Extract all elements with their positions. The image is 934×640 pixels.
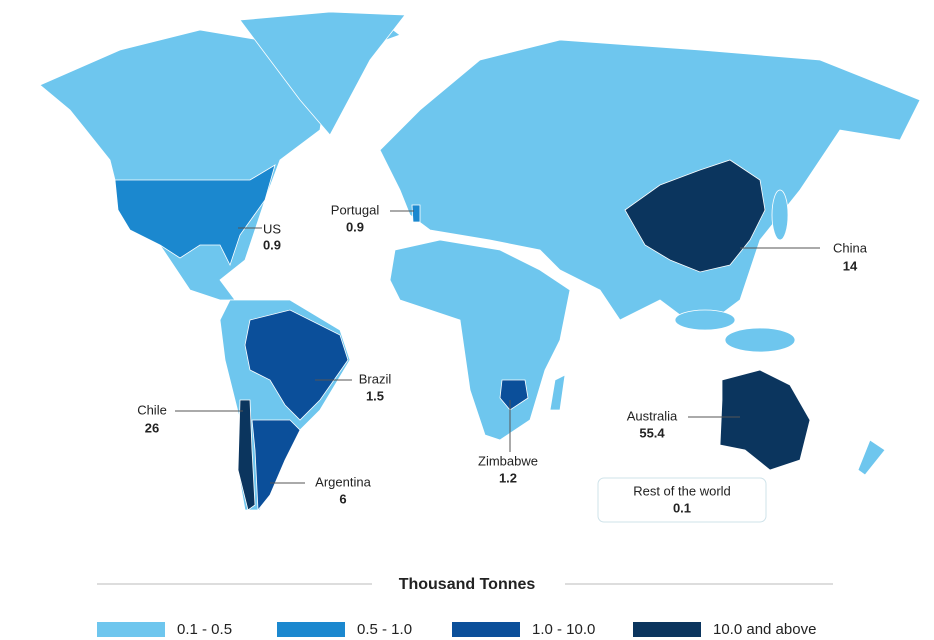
legend-label: 0.5 - 1.0 [357,621,412,638]
greenland [239,11,406,136]
country-name: Zimbabwe [478,453,538,468]
legend-swatch [97,622,165,637]
country-name: US [263,221,281,236]
island [724,327,796,353]
legend-swatch [633,622,701,637]
new-zealand [857,439,886,476]
country-australia [719,369,811,471]
country-chile [237,399,256,511]
country-value: 0.9 [346,219,364,234]
country-value: 26 [145,420,159,435]
country-name: China [833,240,868,255]
labels: US 0.9 Portugal 0.9 China 14 Brazil 1.5 … [137,202,868,523]
rest-box [597,477,767,523]
africa [389,239,571,441]
legend-label: 0.1 - 0.5 [177,621,232,638]
legend: Thousand Tonnes 0.1 - 0.5 0.5 - 1.0 1.0 - … [97,576,833,638]
country-china [624,159,766,273]
country-value: 55.4 [639,425,665,440]
country-value: 1.2 [499,470,517,485]
country-portugal [411,204,421,223]
country-name: Portugal [331,202,380,217]
legend-swatch [277,622,345,637]
leader-lines [175,210,820,484]
eurasia [379,39,921,331]
madagascar [549,374,566,411]
country-value: 0.9 [263,237,281,252]
legend-label: 10.0 and above [713,621,816,638]
country-value: 14 [843,258,858,273]
country-us [114,164,276,267]
country-name: Brazil [359,371,392,386]
legend-title: Thousand Tonnes [399,576,536,593]
country-value: 1.5 [366,388,384,403]
country-value: 6 [339,491,346,506]
country-name: Chile [137,402,167,417]
rest-value: 0.1 [673,500,691,515]
highlighted-countries [114,159,811,512]
island [674,309,736,331]
legend-label: 1.0 - 10.0 [532,621,595,638]
island [771,189,789,241]
rest-name: Rest of the world [633,483,731,498]
country-brazil [244,309,349,421]
country-argentina [251,419,301,512]
country-name: Australia [627,408,678,423]
country-name: Argentina [315,474,371,489]
country-zimbabwe [499,379,529,411]
legend-swatch [452,622,520,637]
